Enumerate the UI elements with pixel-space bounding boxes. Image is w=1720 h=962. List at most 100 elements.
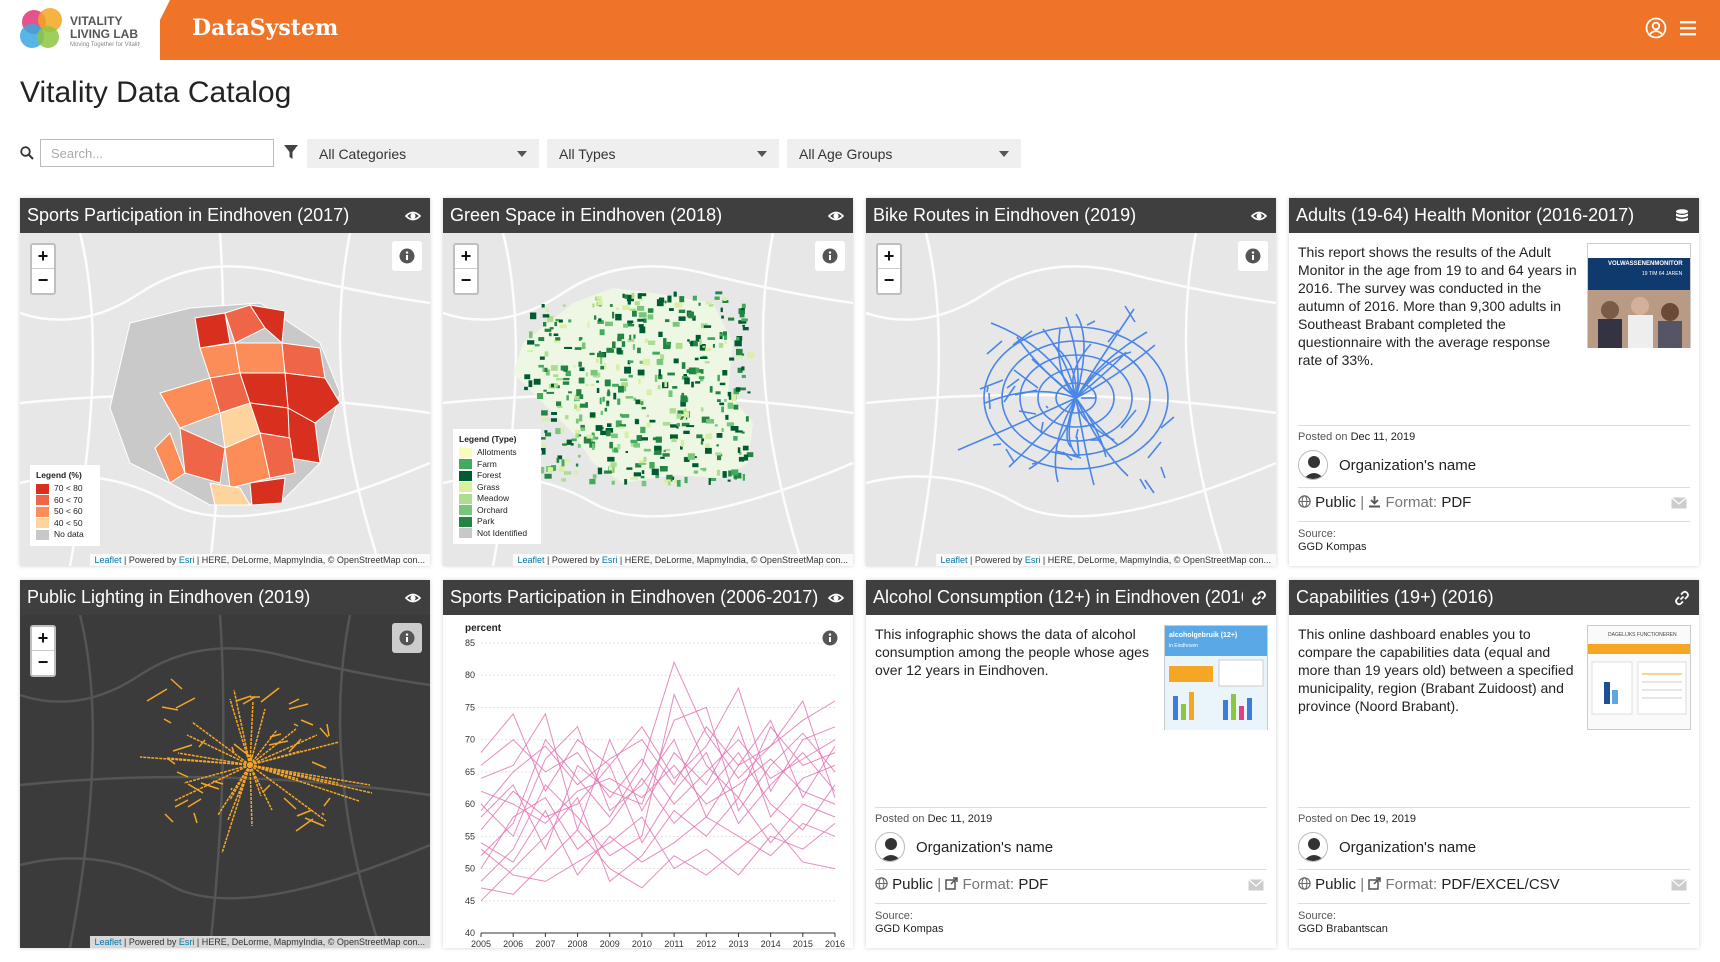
choropleth-map[interactable]: + − Legend (%) 70 < 80 60 < 70 50 < 60 40… (20, 233, 430, 566)
green-patch (545, 432, 552, 437)
organization-name[interactable]: Organization's name (1339, 839, 1477, 856)
organization-name[interactable]: Organization's name (1339, 457, 1477, 474)
green-patch (699, 356, 708, 359)
esri-link[interactable]: Esri (178, 937, 195, 947)
search-input[interactable] (40, 139, 274, 167)
globe-icon (875, 877, 888, 890)
green-patch (728, 470, 732, 477)
leaflet-link[interactable]: Leaflet (940, 555, 968, 565)
public-lighting-map[interactable]: + − Leaflet | Powered by Esri | HERE, DeL… (20, 615, 430, 948)
app-title[interactable]: DataSystem (192, 15, 339, 41)
zoom-control[interactable]: + − (30, 243, 56, 295)
esri-link[interactable]: Esri (601, 555, 618, 565)
green-patch (734, 340, 742, 347)
green-patch (551, 412, 557, 415)
info-button[interactable] (392, 623, 422, 653)
mail-icon[interactable] (1248, 879, 1264, 891)
dataset-card[interactable]: Alcohol Consumption (12+) in Eindhoven (… (866, 580, 1276, 948)
zoom-control[interactable]: + − (30, 625, 56, 677)
infographic-thumbnail[interactable]: alcoholgebruik (12+) in Eindhoven (1164, 625, 1268, 730)
card-title[interactable]: Sports Participation in Eindhoven (2017) (27, 205, 350, 225)
green-patch (624, 294, 628, 299)
dataset-card[interactable]: Sports Participation in Eindhoven (2006-… (443, 580, 853, 948)
dataset-card[interactable]: Capabilities (19+) (2016) This online da… (1289, 580, 1699, 948)
mail-icon[interactable] (1671, 879, 1687, 891)
zoom-out-button[interactable]: − (37, 270, 49, 290)
map-legend: Legend (%) 70 < 80 60 < 70 50 < 60 40 < … (30, 465, 100, 546)
zoom-in-button[interactable]: + (878, 245, 900, 269)
card-title[interactable]: Sports Participation in Eindhoven (2006-… (450, 587, 819, 607)
leaflet-link[interactable]: Leaflet (94, 937, 122, 947)
zoom-control[interactable]: + − (453, 243, 479, 295)
green-patch (686, 369, 690, 373)
zoom-out-button[interactable]: − (460, 270, 472, 290)
green-patch (590, 383, 595, 387)
dataset-card[interactable]: Public Lighting in Eindhoven (2019) + − L… (20, 580, 430, 948)
green-patch (619, 426, 625, 429)
info-button[interactable] (815, 623, 845, 653)
leaflet-link[interactable]: Leaflet (517, 555, 545, 565)
user-account-icon[interactable] (1645, 17, 1667, 39)
logo[interactable]: VITALITY LIVING LAB Moving Together for … (0, 0, 160, 60)
card-title[interactable]: Bike Routes in Eindhoven (2019) (873, 205, 1137, 225)
eye-icon[interactable] (828, 208, 844, 224)
download-icon[interactable] (1368, 495, 1381, 508)
green-patch (571, 438, 577, 442)
green-space-map[interactable]: + − Legend (Type) Allotments Farm Forest … (443, 233, 853, 566)
zoom-in-button[interactable]: + (32, 245, 54, 269)
eye-icon[interactable] (405, 208, 421, 224)
external-link-icon[interactable] (1368, 877, 1382, 890)
dataset-card[interactable]: Sports Participation in Eindhoven (2017) (20, 198, 430, 566)
category-select[interactable]: All Categories (307, 139, 539, 168)
mail-icon[interactable] (1671, 497, 1687, 509)
green-patch (553, 374, 559, 378)
green-patch (611, 480, 615, 485)
dataset-card[interactable]: Bike Routes in Eindhoven (2019) + − Leafl… (866, 198, 1276, 566)
street-light-line (249, 764, 273, 811)
link-icon[interactable] (1674, 590, 1690, 606)
bike-route (979, 379, 1004, 390)
bike-ring-route (1001, 340, 1151, 456)
green-patch (674, 478, 678, 484)
green-patch (741, 318, 748, 322)
age-group-select[interactable]: All Age Groups (787, 139, 1021, 168)
card-title[interactable]: Capabilities (19+) (2016) (1296, 587, 1494, 607)
map-roads (20, 615, 430, 948)
info-button[interactable] (1238, 241, 1268, 271)
bike-routes-map[interactable]: + − Leaflet | Powered by Esri | HERE, DeL… (866, 233, 1276, 566)
organization-name[interactable]: Organization's name (916, 839, 1054, 856)
card-title[interactable]: Adults (19-64) Health Monitor (2016-2017… (1296, 205, 1635, 225)
green-patch (592, 303, 595, 308)
eye-icon[interactable] (1251, 208, 1267, 224)
hamburger-menu-icon[interactable] (1679, 19, 1697, 37)
esri-link[interactable]: Esri (178, 555, 195, 565)
green-patch (560, 365, 569, 371)
y-tick-label: 75 (465, 702, 475, 712)
info-button[interactable] (815, 241, 845, 271)
eye-icon[interactable] (405, 590, 421, 606)
green-patch (714, 296, 720, 300)
series-line (480, 693, 836, 882)
zoom-control[interactable]: + − (876, 243, 902, 295)
esri-link[interactable]: Esri (1024, 555, 1041, 565)
dashboard-thumbnail[interactable]: DAGELIJKS FUNCTIONEREN (1587, 625, 1691, 730)
dataset-card[interactable]: Green Space in Eindhoven (2018) + − Legen… (443, 198, 853, 566)
info-button[interactable] (392, 241, 422, 271)
card-title[interactable]: Public Lighting in Eindhoven (2019) (27, 587, 311, 607)
zoom-out-button[interactable]: − (883, 270, 895, 290)
card-title[interactable]: Green Space in Eindhoven (2018) (450, 205, 723, 225)
link-icon[interactable] (1251, 590, 1267, 606)
leaflet-link[interactable]: Leaflet (94, 555, 122, 565)
zoom-in-button[interactable]: + (32, 627, 54, 651)
person-icon (880, 838, 902, 861)
zoom-in-button[interactable]: + (455, 245, 477, 269)
external-link-icon[interactable] (945, 877, 959, 890)
type-select[interactable]: All Types (547, 139, 779, 168)
card-title[interactable]: Alcohol Consumption (12+) in Eindhoven (… (873, 587, 1243, 607)
bike-ring-route (983, 326, 1169, 470)
database-icon[interactable] (1674, 208, 1690, 224)
zoom-out-button[interactable]: − (37, 652, 49, 672)
dataset-card[interactable]: Adults (19-64) Health Monitor (2016-2017… (1289, 198, 1699, 566)
eye-icon[interactable] (828, 590, 844, 606)
report-thumbnail[interactable]: VOLWASSENENMONITOR 19 T/M 64 JAREN (1587, 243, 1691, 348)
